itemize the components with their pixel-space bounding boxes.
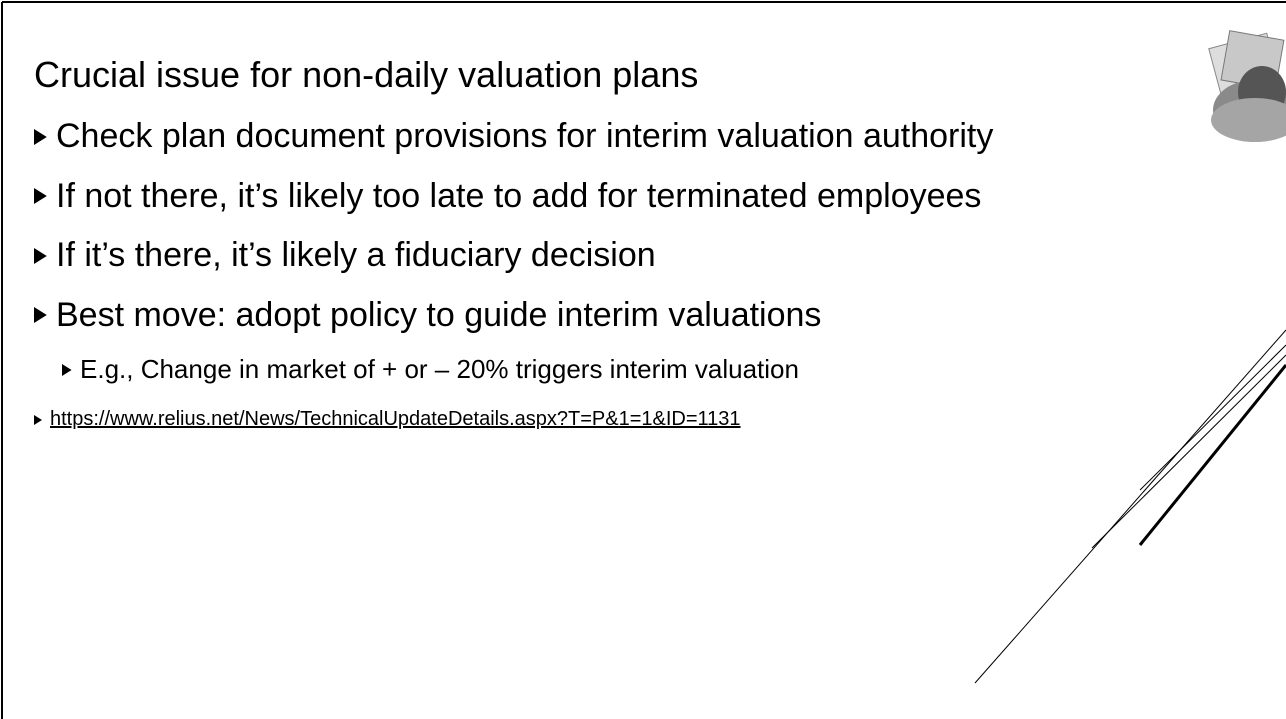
bullet: Check plan document provisions for inter… <box>34 117 993 156</box>
bullet-marker <box>34 415 50 425</box>
bullet-marker <box>34 188 56 204</box>
bullet-text: Check plan document provisions for inter… <box>56 117 993 156</box>
sub-bullet: E.g., Change in market of + or – 20% tri… <box>62 354 799 385</box>
link[interactable]: https://www.relius.net/News/TechnicalUpd… <box>50 408 741 431</box>
slide-title: Crucial issue for non-daily valuation pl… <box>34 54 698 96</box>
bullet-marker <box>34 307 56 323</box>
bullet-text: If it’s there, it’s likely a fiduciary d… <box>56 236 656 275</box>
bullet-marker <box>62 364 80 376</box>
nest-image <box>1209 31 1286 142</box>
bullet-text: If not there, it’s likely too late to ad… <box>56 177 981 216</box>
bullet-text: E.g., Change in market of + or – 20% tri… <box>80 354 799 385</box>
link-bullet: https://www.relius.net/News/TechnicalUpd… <box>34 408 741 431</box>
bullet: Best move: adopt policy to guide interim… <box>34 296 821 335</box>
bullet-marker <box>34 129 56 145</box>
slide: Crucial issue for non-daily valuation pl… <box>0 0 1286 719</box>
bullet: If it’s there, it’s likely a fiduciary d… <box>34 236 656 275</box>
bullet: If not there, it’s likely too late to ad… <box>34 177 981 216</box>
bullet-text: Best move: adopt policy to guide interim… <box>56 296 821 335</box>
bullet-marker <box>34 248 56 264</box>
